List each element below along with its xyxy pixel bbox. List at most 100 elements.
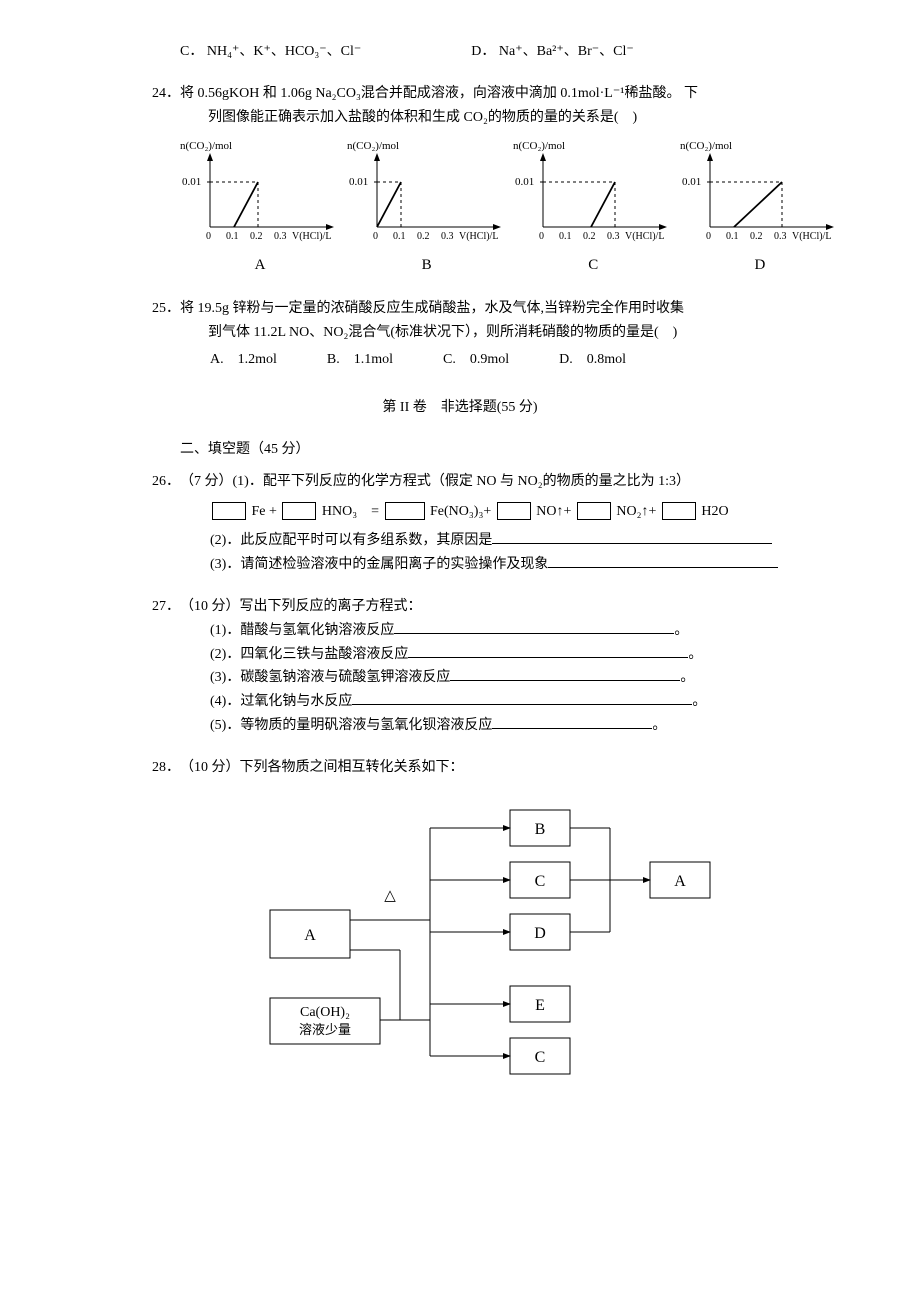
q27-i5-period: 。 [652,718,666,733]
svg-text:0.1: 0.1 [559,231,572,242]
q26-p3-blank[interactable] [548,554,778,568]
svg-text:0.3: 0.3 [607,231,620,242]
fill-title: 二、填空题（45 分） [60,438,860,462]
chart-b-label: B [347,253,507,279]
svg-text:0: 0 [539,231,544,242]
q27-i2-blank[interactable] [408,644,688,658]
svg-text:V(HCl)/L: V(HCl)/L [625,231,664,242]
question-26: 26．（7 分）(1)．配平下列反应的化学方程式（假定 NO 与 NO₂的物质的… [60,470,860,577]
section-2-title: 第 II 卷 非选择题(55 分) [60,396,860,420]
q25-opt-c: C. 0.9mol [443,348,509,372]
node-caoh2: Ca(OH)₂ [300,1005,350,1020]
coef-box-feno3[interactable] [385,502,425,520]
q26-p2-blank[interactable] [492,530,772,544]
node-a-right: A [674,873,686,890]
node-e: E [535,997,545,1014]
options-c-d-row: C． NH₄⁺、K⁺、HCO₃⁻、Cl⁻ D． Na⁺、Ba²⁺、Br⁻、Cl⁻ [60,40,860,64]
q24-charts-row: n(CO₂)/mol 0.01 0 0.1 0.2 0.3 V(HCl)/L A [60,137,860,279]
coef-box-no[interactable] [497,502,531,520]
q24-line1: 24．将 0.56gKOH 和 1.06g Na₂CO₃混合并配成溶液，向溶液中… [88,82,860,106]
node-b: B [535,821,546,838]
node-d: D [534,925,546,942]
q28-head-text: （10 分）下列各物质之间相互转化关系如下： [180,760,464,775]
option-d-label: D． [471,44,495,59]
svg-text:n(CO₂)/mol: n(CO₂)/mol [347,140,399,152]
q27-i1-period: 。 [674,623,688,638]
q27-i3-text: (3)．碳酸氢钠溶液与硫酸氢钾溶液反应 [210,670,450,685]
chart-d-svg: n(CO₂)/mol 0.01 0 0.1 0.2 0.3 V(HCl)/L [680,137,840,247]
q26-p2-row: (2)．此反应配平时可以有多组系数，其原因是 [60,529,860,553]
svg-text:0.1: 0.1 [393,231,406,242]
q27-i5-text: (5)．等物质的量明矾溶液与氢氧化钡溶液反应 [210,718,492,733]
q27-item4: (4)．过氧化钠与水反应。 [60,690,860,714]
q24-text1: 将 0.56gKOH 和 1.06g Na₂CO₃混合并配成溶液，向溶液中滴加 … [180,86,698,101]
q27-item2: (2)．四氧化三铁与盐酸溶液反应。 [60,643,860,667]
q24-line2: 列图像能正确表示加入盐酸的体积和生成 CO₂的物质的量的关系是( ) [60,106,860,130]
q28-flowchart: A △ Ca(OH)₂ 溶液少量 B C D E C A [60,800,860,1090]
eq-feno3: Fe(NO₃)₃+ [430,504,491,519]
question-28: 28．（10 分）下列各物质之间相互转化关系如下： A △ Ca(OH)₂ 溶液… [60,756,860,1090]
q25-opt-d: D. 0.8mol [559,348,626,372]
q27-i2-period: 。 [688,647,702,662]
svg-text:n(CO₂)/mol: n(CO₂)/mol [513,140,565,152]
q26-p3: (3)．请简述检验溶液中的金属阳离子的实验操作及现象 [210,557,548,572]
svg-text:0.3: 0.3 [441,231,454,242]
coef-box-fe[interactable] [212,502,246,520]
q26-p3-row: (3)．请简述检验溶液中的金属阳离子的实验操作及现象 [60,553,860,577]
q27-i1-blank[interactable] [394,620,674,634]
flowchart-svg: A △ Ca(OH)₂ 溶液少量 B C D E C A [260,800,740,1090]
question-25: 25．将 19.5g 锌粉与一定量的浓硝酸反应生成硝酸盐，水及气体,当锌粉完全作… [60,297,860,372]
q27-i4-period: 。 [692,694,706,709]
q27-head: 27．（10 分）写出下列反应的离子方程式： [88,595,860,619]
option-c-label: C． [180,44,203,59]
svg-text:0.2: 0.2 [583,231,596,242]
chart-c: n(CO₂)/mol 0.01 0 0.1 0.2 0.3 V(HCl)/L C [513,137,673,279]
svg-text:0.01: 0.01 [182,176,201,188]
question-27: 27．（10 分）写出下列反应的离子方程式： (1)．醋酸与氢氧化钠溶液反应。 … [60,595,860,738]
node-caoh2-sub: 溶液少量 [299,1022,351,1037]
q25-opt-a: A. 1.2mol [210,348,277,372]
chart-d-label: D [680,253,840,279]
q27-i3-blank[interactable] [450,667,680,681]
node-a-left: A [304,927,316,944]
svg-text:V(HCl)/L: V(HCl)/L [792,231,831,242]
q26-head: 26．（7 分）(1)．配平下列反应的化学方程式（假定 NO 与 NO₂的物质的… [88,470,860,494]
svg-text:0.1: 0.1 [726,231,739,242]
chart-a-label: A [180,253,340,279]
svg-text:0: 0 [373,231,378,242]
svg-text:0.3: 0.3 [774,231,787,242]
node-delta: △ [384,888,396,904]
svg-text:0.01: 0.01 [682,176,701,188]
svg-text:0.2: 0.2 [417,231,430,242]
svg-text:V(HCl)/L: V(HCl)/L [459,231,498,242]
coef-box-no2[interactable] [577,502,611,520]
q27-i3-period: 。 [680,670,694,685]
q27-item1: (1)．醋酸与氢氧化钠溶液反应。 [60,619,860,643]
eq-no2: NO₂↑+ [616,504,656,519]
chart-a-ylabel: n(CO₂)/mol [180,140,232,152]
q25-line1: 25．将 19.5g 锌粉与一定量的浓硝酸反应生成硝酸盐，水及气体,当锌粉完全作… [88,297,860,321]
q25-opt-b: B. 1.1mol [327,348,393,372]
svg-text:0.2: 0.2 [750,231,763,242]
svg-text:0.01: 0.01 [349,176,368,188]
chart-a-svg: n(CO₂)/mol 0.01 0 0.1 0.2 0.3 V(HCl)/L [180,137,340,247]
chart-a: n(CO₂)/mol 0.01 0 0.1 0.2 0.3 V(HCl)/L A [180,137,340,279]
chart-c-svg: n(CO₂)/mol 0.01 0 0.1 0.2 0.3 V(HCl)/L [513,137,673,247]
coef-box-hno3[interactable] [282,502,316,520]
q27-item5: (5)．等物质的量明矾溶液与氢氧化钡溶液反应 。 [60,714,860,738]
node-c1: C [535,873,546,890]
q25-text1: 将 19.5g 锌粉与一定量的浓硝酸反应生成硝酸盐，水及气体,当锌粉完全作用时收… [180,301,684,316]
svg-text:0: 0 [206,231,211,242]
option-d: D． Na⁺、Ba²⁺、Br⁻、Cl⁻ [471,40,633,64]
svg-text:V(HCl)/L: V(HCl)/L [292,231,331,242]
coef-box-h2o[interactable] [662,502,696,520]
q27-i4-blank[interactable] [352,691,692,705]
svg-text:0.3: 0.3 [274,231,287,242]
eq-h2o: H2O [701,504,728,519]
q28-head: 28．（10 分）下列各物质之间相互转化关系如下： [88,756,860,780]
q27-i5-blank[interactable] [492,715,652,729]
eq-no: NO↑+ [536,504,571,519]
q26-equation: Fe + HNO₃ = Fe(NO₃)₃+ NO↑+ NO₂↑+ H2O [60,500,860,524]
q25-options: A. 1.2mol B. 1.1mol C. 0.9mol D. 0.8mol [60,348,860,372]
chart-b-svg: n(CO₂)/mol 0.01 0 0.1 0.2 0.3 V(HCl)/L [347,137,507,247]
